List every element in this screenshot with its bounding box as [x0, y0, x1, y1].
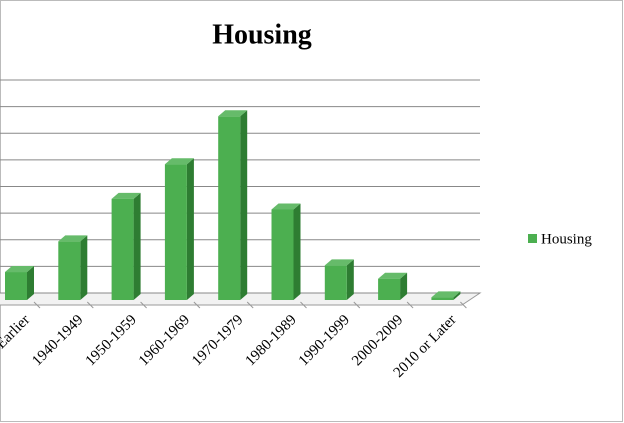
bar-front [218, 116, 241, 300]
bar [271, 203, 301, 300]
bar [431, 291, 461, 300]
bar-side [133, 192, 141, 300]
bar-side [293, 203, 301, 300]
bar-top [324, 259, 354, 266]
x-tick [353, 301, 361, 309]
bar-front [324, 265, 347, 300]
bar [218, 110, 248, 300]
bar [111, 192, 141, 300]
legend: Housing [528, 231, 592, 247]
x-tick [140, 301, 147, 309]
bar-side [346, 259, 354, 300]
bar-side [80, 235, 88, 300]
bar-top [378, 272, 408, 279]
bar-side [186, 158, 194, 300]
bar-front [5, 272, 27, 300]
legend-swatch [528, 234, 537, 243]
bar-side [453, 291, 461, 300]
bar-side [400, 272, 408, 300]
x-tick [246, 301, 254, 309]
x-tick [300, 301, 307, 309]
x-tick [406, 301, 414, 309]
bar [164, 158, 194, 300]
legend-label: Housing [541, 231, 592, 247]
bar-top [218, 110, 248, 117]
bar-front [58, 241, 81, 300]
bar-top [431, 291, 461, 298]
bar-side [240, 110, 248, 300]
bar-front [271, 209, 294, 300]
bar-top [164, 158, 194, 165]
bar-top [271, 203, 301, 210]
bar [378, 272, 408, 300]
x-tick [460, 301, 467, 309]
bar [324, 259, 354, 300]
bar-side [27, 266, 34, 300]
x-tick [33, 301, 41, 309]
bar-front [164, 164, 187, 300]
bar [5, 266, 34, 300]
bar-top [5, 266, 34, 273]
bar-front [431, 297, 454, 300]
x-tick [193, 301, 201, 309]
x-tick [86, 301, 94, 309]
bar [58, 235, 88, 300]
bar-front [378, 278, 401, 300]
chart-title: Housing [212, 19, 312, 50]
bar-front [111, 198, 134, 300]
bar-top [58, 235, 88, 242]
bar-top [111, 192, 141, 199]
